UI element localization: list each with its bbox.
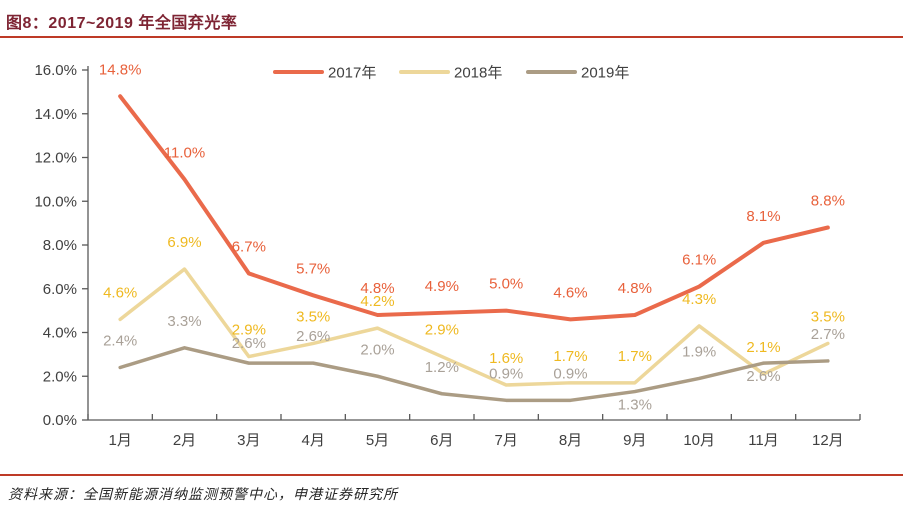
data-label-2017年: 4.6% <box>553 284 587 301</box>
data-label-2017年: 5.0% <box>489 276 523 293</box>
x-axis-label: 3月 <box>237 432 260 449</box>
data-label-2017年: 4.9% <box>425 278 459 295</box>
data-label-2017年: 14.8% <box>99 61 142 78</box>
data-label-2018年: 1.7% <box>618 348 652 365</box>
data-label-2018年: 2.9% <box>425 322 459 339</box>
data-label-2019年: 3.3% <box>167 313 201 330</box>
footer-rule <box>0 474 903 476</box>
source-note: 资料来源：全国新能源消纳监测预警中心，申港证券研究所 <box>8 488 398 503</box>
data-label-2019年: 2.6% <box>746 368 780 385</box>
y-axis-tick-label: 8.0% <box>43 237 77 254</box>
data-label-2017年: 8.1% <box>746 208 780 225</box>
data-label-2019年: 1.9% <box>682 343 716 360</box>
x-axis-label: 12月 <box>812 432 844 449</box>
x-axis-label: 4月 <box>301 432 324 449</box>
x-axis-label: 6月 <box>430 432 453 449</box>
data-label-2018年: 3.5% <box>811 308 845 325</box>
x-axis-label: 11月 <box>748 432 779 449</box>
data-label-2018年: 4.6% <box>103 284 137 301</box>
data-label-2017年: 8.8% <box>811 193 845 210</box>
title-underline <box>0 36 903 38</box>
data-label-2018年: 3.5% <box>296 308 330 325</box>
data-label-2017年: 6.1% <box>682 252 716 269</box>
figure-footer: 资料来源：全国新能源消纳监测预警中心，申港证券研究所 <box>0 476 903 504</box>
data-label-2018年: 2.9% <box>232 322 266 339</box>
y-axis-tick-label: 0.0% <box>43 412 77 429</box>
data-label-2017年: 5.7% <box>296 260 330 277</box>
data-label-2017年: 11.0% <box>164 144 205 161</box>
x-axis-label: 10月 <box>683 432 715 449</box>
line-chart: 0.0% 2.0% 4.0% 6.0% 8.0% 10.0% 12.0% 14.0% 16.0%… <box>34 61 861 449</box>
y-axis-tick-label: 16.0% <box>34 62 77 79</box>
data-label-2017年: 4.8% <box>618 280 652 297</box>
legend-label-2018年: 2018年 <box>454 65 502 82</box>
series-line-2017年 <box>118 94 830 322</box>
y-axis-tick-label: 2.0% <box>43 368 77 385</box>
data-label-2018年: 2.1% <box>746 339 780 356</box>
data-label-2018年: 4.2% <box>360 293 394 310</box>
y-axis-tick-label: 10.0% <box>34 193 77 210</box>
data-label-2019年: 0.9% <box>489 365 523 382</box>
x-axis-label: 9月 <box>623 432 646 449</box>
data-label-2017年: 6.7% <box>232 238 266 255</box>
data-label-2019年: 1.2% <box>425 359 459 376</box>
data-label-2019年: 2.0% <box>360 341 394 358</box>
data-label-2018年: 4.3% <box>682 291 716 308</box>
x-axis-label: 5月 <box>366 432 389 449</box>
legend-label-2017年: 2017年 <box>328 65 376 82</box>
x-axis-label: 7月 <box>494 432 517 449</box>
series-line-2019年 <box>118 346 830 403</box>
x-axis-label: 2月 <box>173 432 196 449</box>
figure-header: 图8：2017~2019 年全国弃光率 <box>0 0 903 32</box>
data-label-2019年: 1.3% <box>618 397 652 414</box>
x-axis-label: 1月 <box>108 432 131 449</box>
series-line-2018年 <box>118 267 830 387</box>
data-label-2018年: 1.7% <box>553 348 587 365</box>
data-label-2017年: 4.8% <box>360 280 394 297</box>
data-label-2019年: 2.7% <box>811 326 845 343</box>
data-label-2018年: 1.6% <box>489 350 523 367</box>
data-label-2019年: 2.6% <box>232 335 266 352</box>
y-axis-tick-label: 6.0% <box>43 281 77 298</box>
data-label-2019年: 2.6% <box>296 328 330 345</box>
figure-title: 图8：2017~2019 年全国弃光率 <box>6 15 238 32</box>
y-axis-tick-label: 12.0% <box>34 150 77 167</box>
y-axis-tick-label: 4.0% <box>43 325 77 342</box>
y-axis-tick-label: 14.0% <box>34 106 77 123</box>
legend-label-2019年: 2019年 <box>581 65 629 82</box>
data-label-2019年: 0.9% <box>553 365 587 382</box>
x-axis-label: 8月 <box>559 432 582 449</box>
data-label-2018年: 6.9% <box>167 234 201 251</box>
data-label-2019年: 2.4% <box>103 333 137 350</box>
